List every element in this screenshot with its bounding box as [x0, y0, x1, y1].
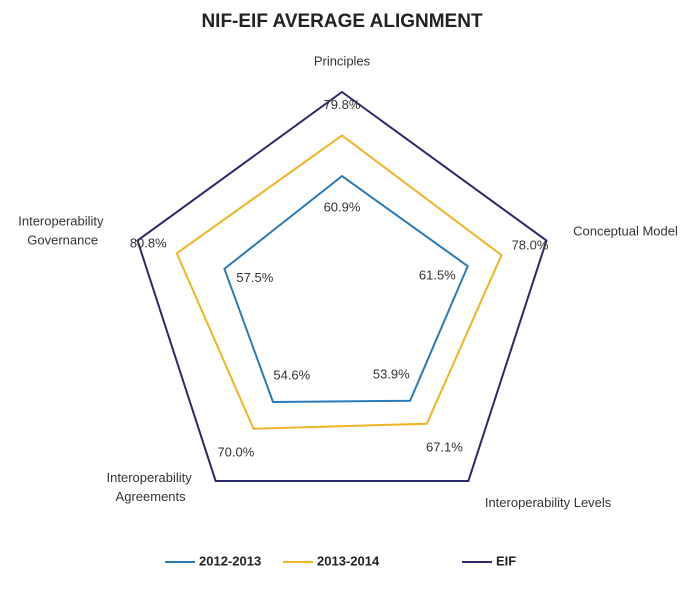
data-label: 53.9%: [373, 366, 410, 381]
legend-text: EIF: [496, 553, 516, 568]
data-label: 80.8%: [130, 235, 167, 250]
chart-title: NIF-EIF AVERAGE ALIGNMENT: [201, 11, 483, 32]
data-label: 60.9%: [324, 200, 361, 215]
legend-text: 2012-2013: [199, 553, 261, 568]
data-label: 79.8%: [324, 97, 361, 112]
data-label: 67.1%: [426, 439, 463, 454]
data-label: 61.5%: [419, 267, 456, 282]
category-label: Conceptual Model: [573, 223, 678, 238]
category-label: Interoperability Governance: [18, 214, 104, 248]
category-label: Interoperability Levels: [485, 495, 612, 510]
series-line: [175, 134, 503, 430]
legend-text: 2013-2014: [317, 553, 380, 568]
data-label: 70.0%: [217, 444, 254, 459]
data-label: 78.0%: [512, 237, 549, 252]
data-label: 54.6%: [273, 368, 310, 383]
series-line: [136, 90, 548, 482]
series-line: [223, 174, 469, 403]
category-label: Principles: [314, 53, 371, 68]
data-label: 57.5%: [236, 270, 273, 285]
category-label: Interoperability Agreements: [107, 471, 193, 505]
